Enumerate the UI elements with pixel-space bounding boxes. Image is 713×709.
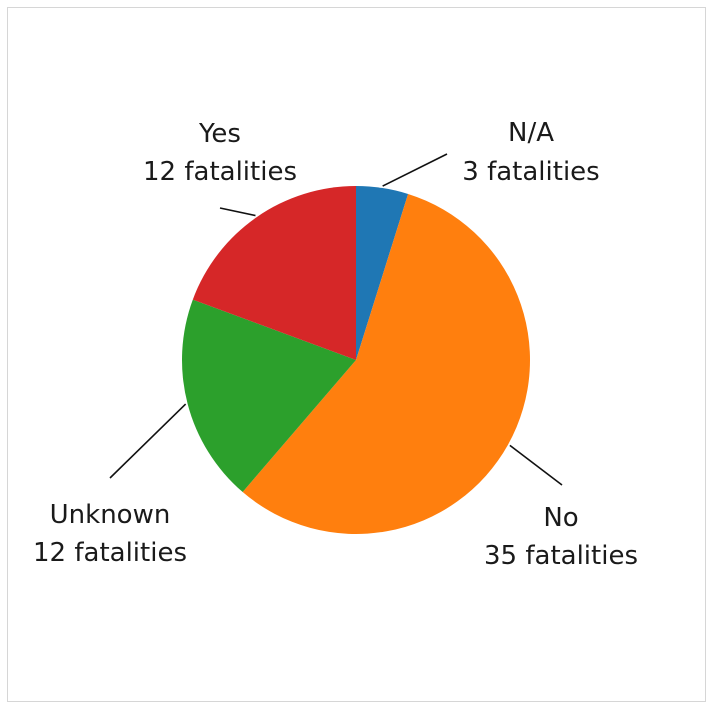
pie-slice-yes	[192, 186, 356, 360]
slice-label-unknown: Unknown	[50, 500, 171, 530]
leader-line-unknown	[109, 403, 187, 479]
slice-label-no: No	[543, 503, 578, 533]
leader-line-no	[509, 444, 563, 486]
slices-layer	[182, 186, 531, 535]
label-group-no: No 35 fatalities	[484, 503, 638, 571]
pie-slice-na	[356, 186, 409, 360]
leader-lines-layer	[109, 153, 563, 486]
leader-line-na	[382, 153, 448, 187]
label-group-na: N/A 3 fatalities	[462, 118, 599, 187]
leader-line-yes	[219, 207, 256, 217]
slice-value-yes: 12 fatalities	[143, 157, 297, 187]
slice-value-na: 3 fatalities	[462, 157, 599, 187]
slice-label-yes: Yes	[198, 119, 241, 149]
pie-slice-unknown	[182, 299, 356, 493]
label-group-unknown: Unknown 12 fatalities	[33, 500, 187, 568]
pie-slice-no	[242, 193, 531, 535]
slice-value-no: 35 fatalities	[484, 541, 638, 571]
slice-value-unknown: 12 fatalities	[33, 538, 187, 568]
label-group-yes: Yes 12 fatalities	[143, 119, 297, 187]
slice-label-na: N/A	[508, 118, 554, 148]
